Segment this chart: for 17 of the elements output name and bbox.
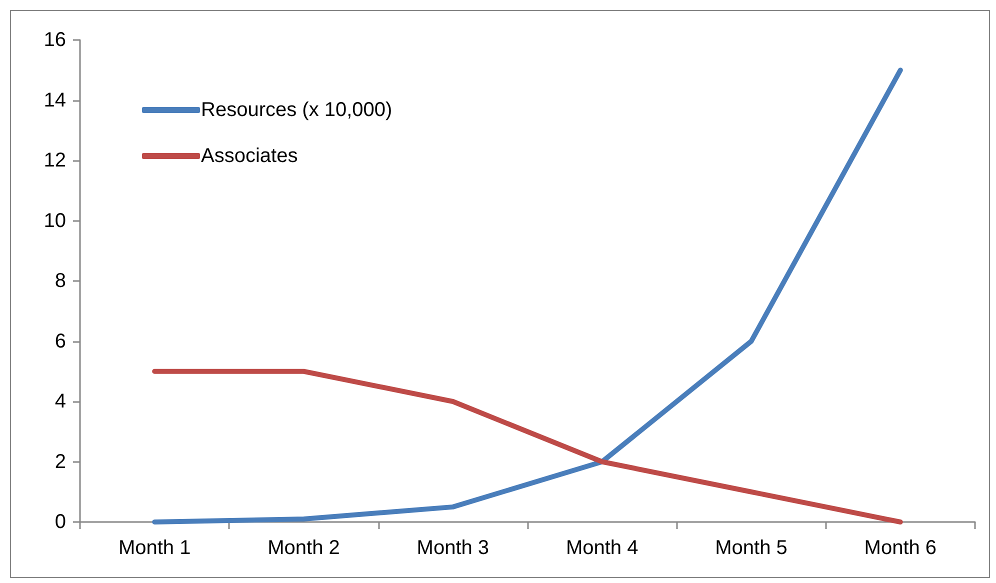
x-tick-label: Month 4 xyxy=(566,537,638,559)
x-tick-label: Month 3 xyxy=(416,537,490,559)
y-tick-label: 12 xyxy=(44,150,66,172)
legend-label: Associates xyxy=(201,145,298,167)
legend-label: Resources (x 10,000) xyxy=(201,99,392,121)
x-tick-label: Month 6 xyxy=(864,537,937,559)
y-tick-label: 2 xyxy=(54,450,66,473)
y-tick-label: 10 xyxy=(44,210,66,232)
x-tick-label: Month 1 xyxy=(118,537,191,559)
y-tick-label: 14 xyxy=(44,89,66,112)
y-tick-label: 16 xyxy=(44,29,66,51)
y-tick-label: 6 xyxy=(54,330,66,352)
y-tick-label: 4 xyxy=(54,390,66,412)
y-tick-label: 8 xyxy=(54,270,66,292)
x-tick-label: Month 2 xyxy=(268,537,340,559)
y-tick-label: 0 xyxy=(54,511,66,533)
x-tick-label: Month 5 xyxy=(715,537,788,559)
